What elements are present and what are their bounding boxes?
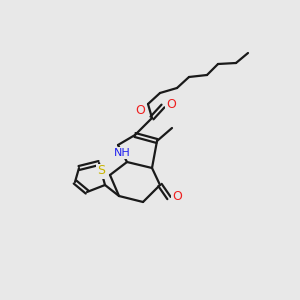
Text: NH: NH xyxy=(114,148,130,158)
Text: O: O xyxy=(166,98,176,112)
Text: O: O xyxy=(135,103,145,116)
Text: S: S xyxy=(97,164,105,178)
Text: O: O xyxy=(172,190,182,203)
